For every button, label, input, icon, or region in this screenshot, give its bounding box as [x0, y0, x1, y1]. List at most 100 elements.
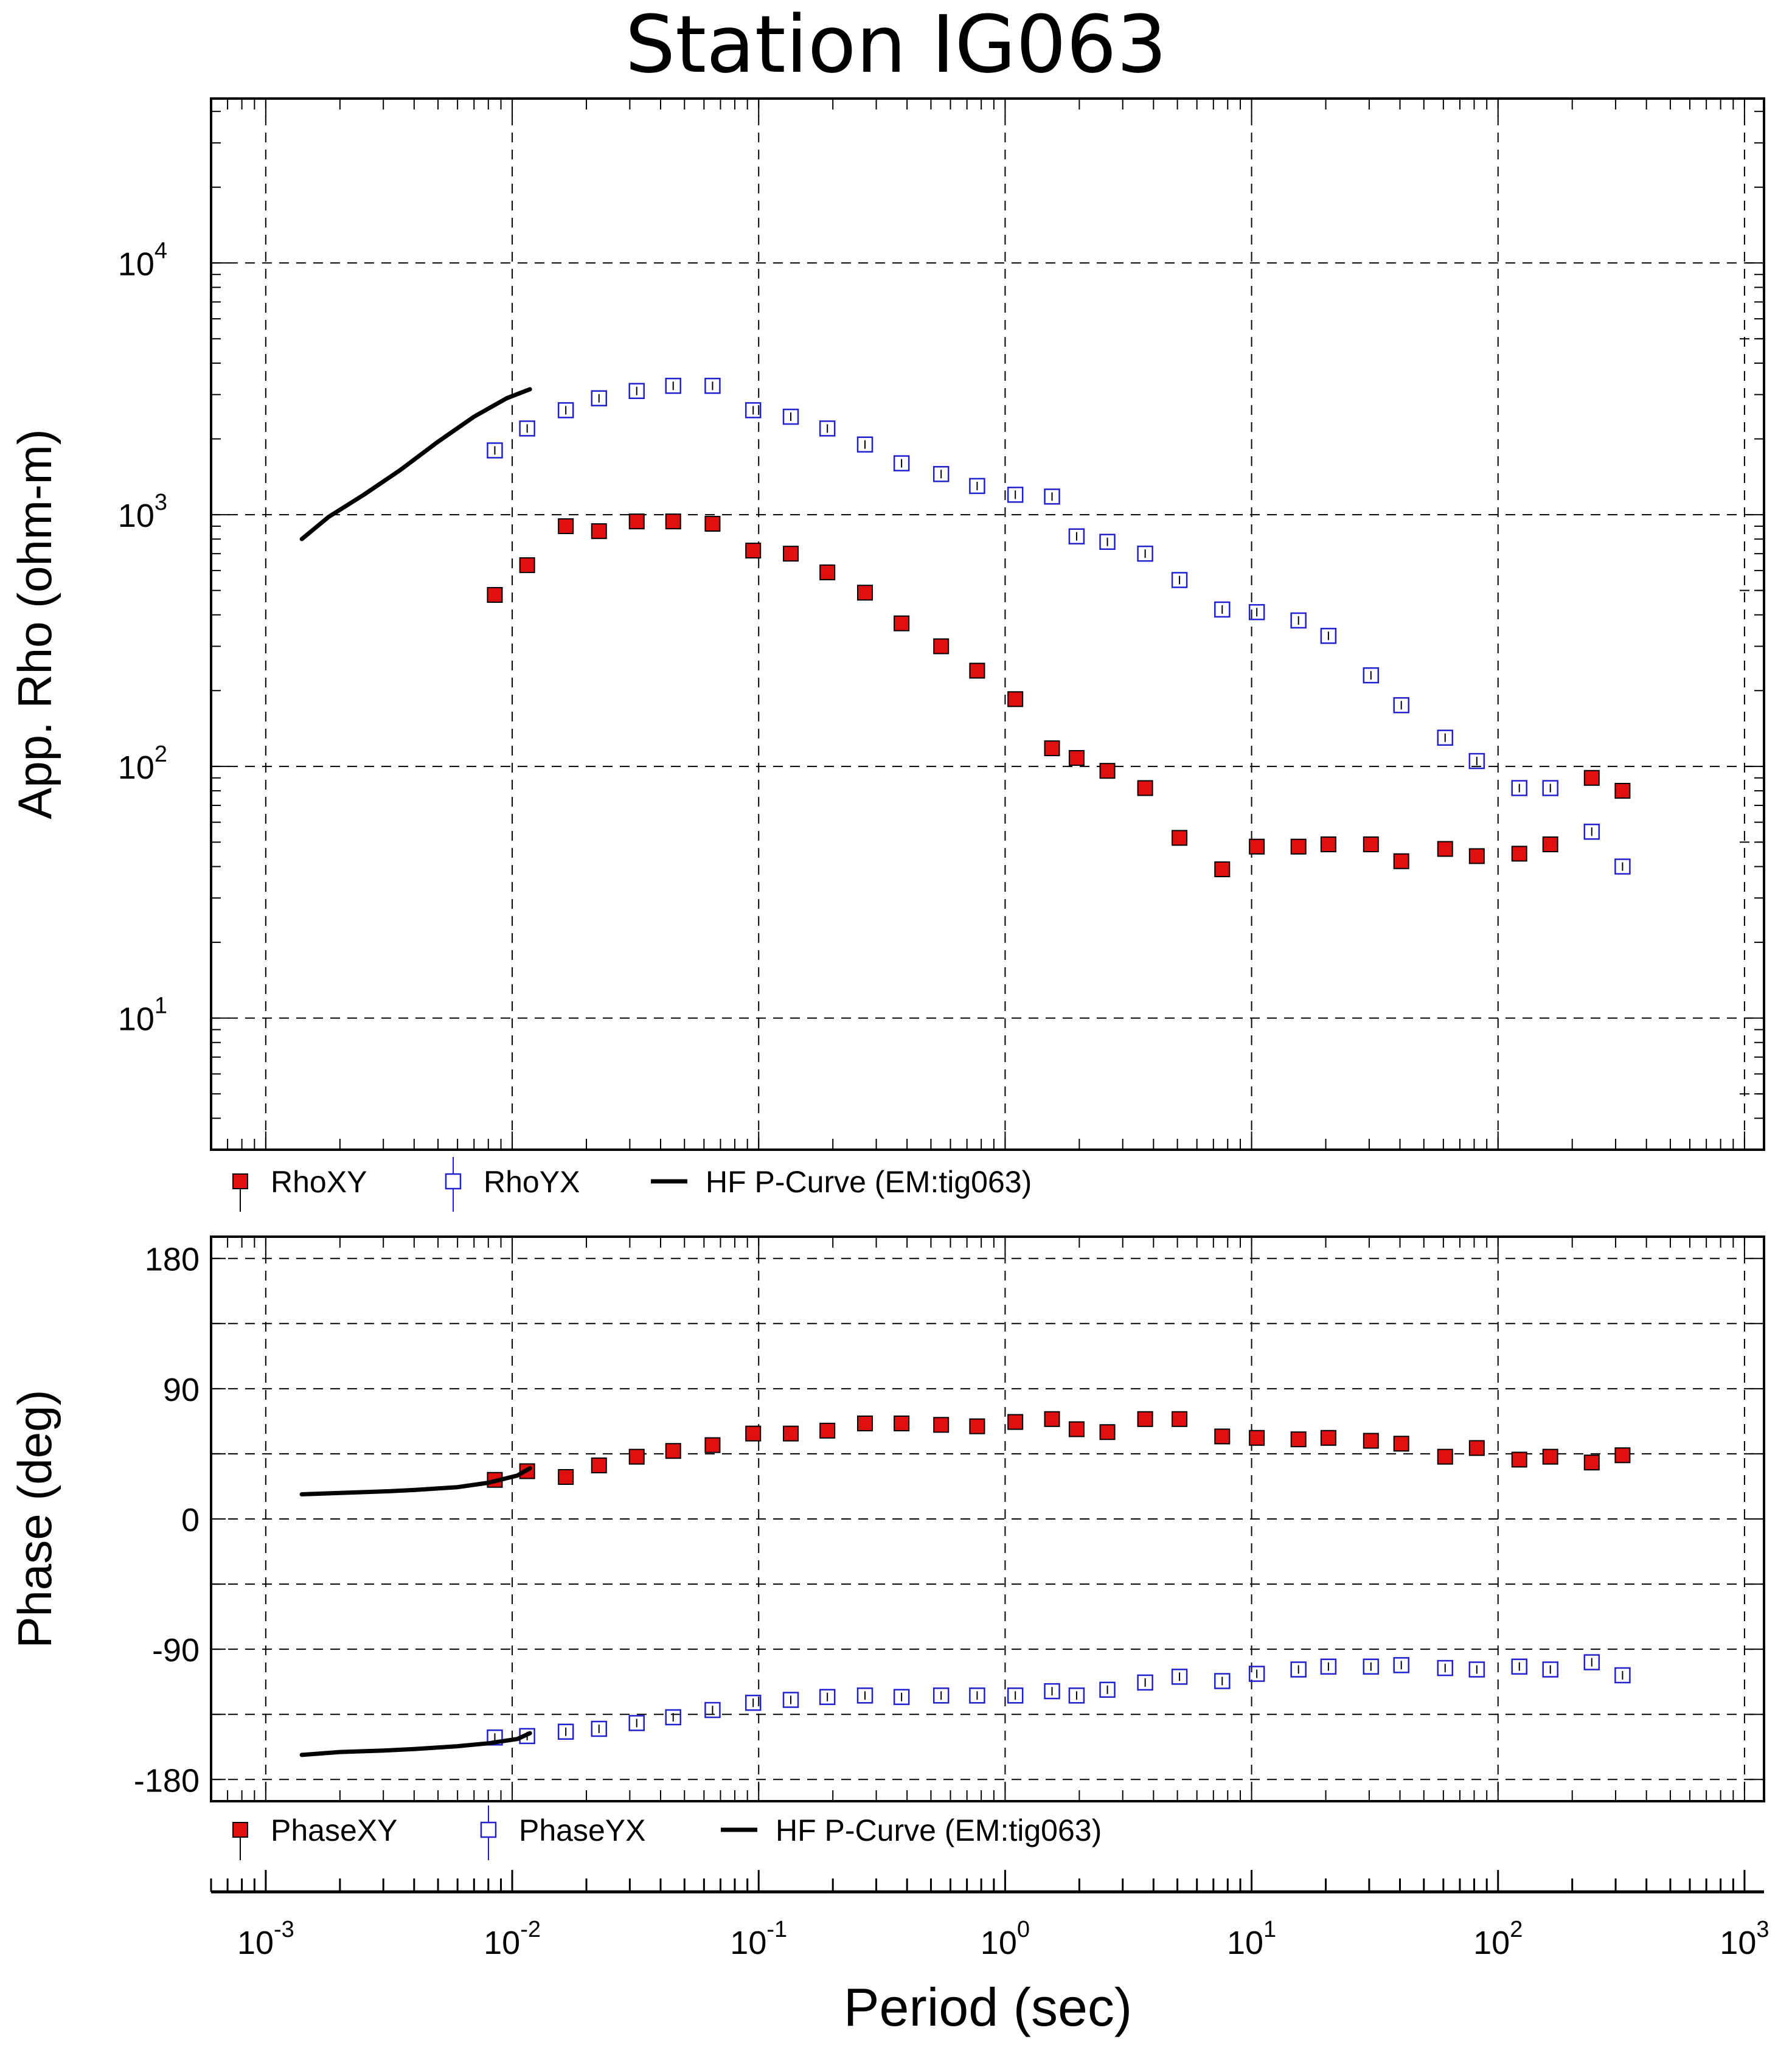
tick-base: 10 — [1720, 1925, 1756, 1961]
phase-yx-point — [1320, 1658, 1337, 1675]
phase-yx-point — [1511, 1658, 1527, 1675]
phase-xy-point — [704, 1437, 721, 1453]
phase-panel: 180 90 0 -90 -180 Phase (deg) PhaseXY PhaseYX… — [8, 1235, 1765, 1860]
rho-yx-point — [628, 383, 645, 400]
phase-yx-point — [1214, 1673, 1231, 1689]
rho-xy-point — [1099, 763, 1116, 779]
rho-xy-point — [1583, 770, 1600, 786]
rho-xy-point — [665, 513, 681, 530]
rho-xy-point — [628, 513, 645, 530]
rho-xy-point — [1363, 836, 1379, 853]
phase-xy-point — [1614, 1447, 1631, 1464]
phase-xy-point — [819, 1422, 836, 1439]
tick-base: 10 — [484, 1925, 520, 1961]
rho-xy-point — [1137, 780, 1153, 796]
rho-xy-point — [1542, 836, 1558, 853]
tick-base: 10 — [981, 1925, 1017, 1961]
phase-series — [299, 1411, 1631, 1757]
phase-yx-point — [745, 1694, 762, 1711]
rho-xy-point — [487, 586, 503, 603]
phase-yx-point — [1290, 1661, 1307, 1678]
phase-xy-point — [1099, 1424, 1116, 1440]
phase-xy-point — [1290, 1431, 1307, 1448]
rho-xy-point — [1468, 848, 1485, 864]
rho-yx-point — [1393, 697, 1409, 714]
phase-yx-point — [819, 1689, 836, 1705]
rho-xy-point — [1068, 750, 1085, 766]
phase-legend-label: HF P-Curve (EM:tig063) — [776, 1813, 1102, 1847]
phase-xy-point — [1214, 1428, 1231, 1445]
phase-yx-point — [1468, 1661, 1485, 1678]
phase-y-tick-label: -90 — [152, 1632, 200, 1669]
phase-xy-point — [1542, 1448, 1558, 1465]
phase-yx-point — [1068, 1687, 1085, 1704]
phase-grid — [211, 1237, 1764, 1801]
rho-yx-point — [969, 478, 985, 495]
rho-yx-point — [1214, 601, 1231, 618]
rho-legend-label: RhoXY — [271, 1165, 367, 1199]
phase-xy-point — [558, 1468, 574, 1485]
phase-xy-point — [1044, 1411, 1060, 1427]
rho-xy-point — [1249, 838, 1265, 855]
phase-yx-point — [704, 1701, 721, 1718]
phase-xy-point — [1511, 1451, 1527, 1468]
rho-yx-point — [1363, 667, 1380, 684]
rho-xy-point — [819, 564, 836, 580]
rho-yx-point — [782, 408, 799, 425]
rho-minor-ticks — [210, 99, 1764, 1150]
phase-xy-point — [857, 1415, 873, 1431]
phase-xy-point — [628, 1448, 645, 1465]
rho-xy-point — [1511, 846, 1527, 862]
tick-base: 10 — [1227, 1925, 1263, 1961]
x-tick-labels: 10-3 10-2 10-1 100 101 102 103 — [237, 1917, 1769, 1961]
rho-y-tick-label: 104 — [118, 238, 167, 282]
phase-xy-point — [1583, 1454, 1600, 1471]
rho-y-axis-label: App. Rho (ohm-m) — [8, 429, 61, 819]
tick-exponent: -1 — [766, 1917, 787, 1942]
tick-exponent: -3 — [274, 1917, 294, 1942]
phase-y-tick-labels: 180 90 0 -90 -180 — [134, 1242, 200, 1799]
phase-xy-point — [933, 1417, 950, 1433]
phase-y-tick-label: 90 — [163, 1372, 200, 1408]
tick-base: 10 — [1473, 1925, 1510, 1961]
rho-yx-point — [1320, 628, 1337, 644]
phase-yx-point — [628, 1715, 645, 1731]
phase-xy-point — [1249, 1430, 1265, 1446]
phase-xy-point — [1468, 1440, 1485, 1456]
x-tick-label: 101 — [1227, 1917, 1276, 1961]
phase-yx-point — [1437, 1659, 1454, 1677]
rho-yx-point — [1290, 612, 1307, 629]
phase-y-tick-label: 0 — [181, 1502, 200, 1538]
phase-curve-line — [299, 1731, 532, 1757]
rho-yx-point — [1068, 528, 1085, 544]
rho-yx-point — [557, 402, 574, 419]
phase-yx-point — [856, 1687, 873, 1704]
rho-legend-marker-yx — [445, 1173, 462, 1190]
tick-base: 10 — [118, 498, 155, 534]
rho-xy-point — [1044, 740, 1060, 757]
rho-y-tick-label: 103 — [118, 490, 167, 534]
phase-legend: PhaseXY PhaseYX HF P-Curve (EM:tig063) — [232, 1805, 1102, 1860]
rho-y-tick-label: 102 — [118, 742, 167, 786]
x-axis: 10-3 10-2 10-1 100 101 102 103 Period (sec) — [210, 1870, 1769, 2037]
phase-yx-point — [1614, 1667, 1631, 1684]
phase-xy-point — [665, 1443, 681, 1459]
phase-xy-point — [1393, 1436, 1409, 1452]
rho-yx-point — [745, 402, 762, 419]
rho-xy-point — [1007, 691, 1024, 707]
x-axis-ticks — [210, 1870, 1746, 1892]
tick-base: 10 — [118, 1001, 155, 1038]
tick-exponent: 3 — [1756, 1917, 1769, 1942]
rho-yx-point — [1583, 824, 1600, 840]
rho-yx-point — [856, 436, 873, 453]
rho-plot-frame — [210, 97, 1765, 1151]
rho-xy-point — [1393, 853, 1409, 869]
rho-series — [299, 378, 1631, 878]
rho-yx-point — [1542, 780, 1558, 796]
phase-xy-point — [745, 1425, 762, 1442]
rho-xy-point — [1614, 782, 1631, 799]
tick-exponent: 2 — [1510, 1917, 1523, 1942]
phase-xy-point — [1068, 1421, 1085, 1437]
rho-xy-point — [591, 523, 607, 540]
rho-yx-point — [487, 442, 503, 459]
